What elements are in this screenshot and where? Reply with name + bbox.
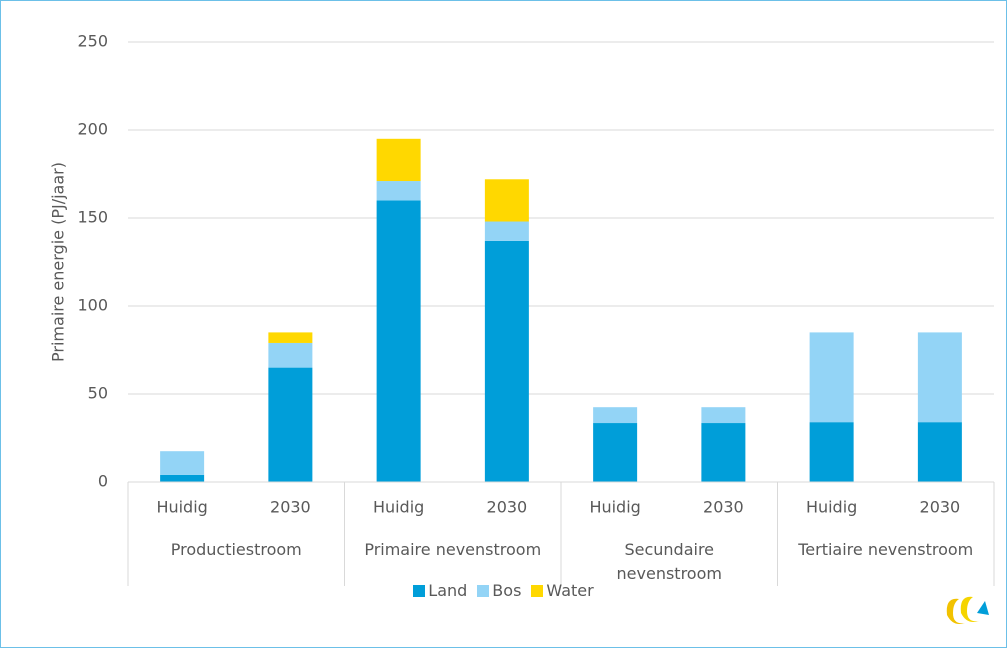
y-tick-label: 0 — [98, 472, 108, 491]
bar-segment — [593, 423, 638, 482]
x-tick-label: Huidig — [589, 498, 640, 517]
x-tick-label: 2030 — [270, 498, 311, 517]
legend-label: Land — [428, 581, 468, 600]
bar-segment — [376, 138, 421, 182]
bar-segment — [160, 451, 205, 475]
legend-label: Bos — [492, 581, 522, 600]
group-label: Secundaire nevenstroom — [616, 540, 722, 583]
y-tick-label: 250 — [77, 32, 108, 51]
x-tick-label: Huidig — [373, 498, 424, 517]
bar-segment — [701, 423, 746, 482]
legend-item: Land — [413, 581, 467, 600]
bar-segment — [484, 240, 529, 482]
bar-segment — [268, 332, 313, 343]
y-axis-label: Primaire energie (PJ/jaar) — [49, 162, 68, 362]
group-label: Productiestroom — [170, 540, 302, 559]
bar-segment — [593, 407, 638, 424]
y-tick-label: 50 — [88, 384, 108, 403]
legend-swatch — [531, 584, 544, 597]
bar-segment — [809, 422, 854, 482]
bar-segment — [376, 200, 421, 482]
x-tick-label: 2030 — [703, 498, 744, 517]
x-tick-label: Huidig — [156, 498, 207, 517]
bar-segment — [484, 221, 529, 241]
bar-segment — [917, 422, 962, 482]
legend-item: Bos — [477, 581, 521, 600]
legend-item: Water — [531, 581, 594, 600]
bar-segment — [160, 474, 205, 482]
legend-label: Water — [546, 581, 594, 600]
bar-segment — [376, 181, 421, 201]
x-tick-label: 2030 — [920, 498, 961, 517]
legend: Land Bos Water — [1, 581, 1006, 600]
bar-segment — [484, 179, 529, 222]
bar-segment — [809, 332, 854, 423]
y-tick-label: 200 — [77, 120, 108, 139]
bar-segment — [268, 342, 313, 368]
legend-swatch — [413, 584, 426, 597]
group-label: Primaire nevenstroom — [364, 540, 542, 559]
bar-segment — [917, 332, 962, 423]
group-label: Tertiaire nevenstroom — [798, 540, 974, 559]
legend-swatch — [477, 584, 490, 597]
y-tick-label: 150 — [77, 208, 108, 227]
x-tick-label: 2030 — [487, 498, 528, 517]
y-tick-label: 100 — [77, 296, 108, 315]
bar-segment — [701, 407, 746, 424]
logo — [946, 596, 989, 624]
x-tick-label: Huidig — [806, 498, 857, 517]
bar-segment — [268, 367, 313, 482]
